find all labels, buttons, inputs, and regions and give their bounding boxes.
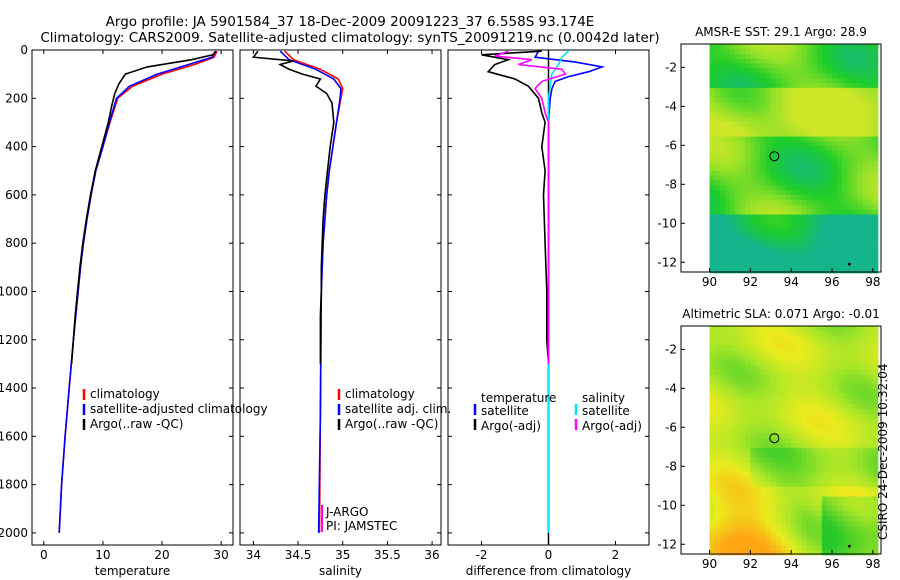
temperature-xtick-label: 0: [40, 548, 48, 562]
salinity-xtick-label: 36: [424, 548, 439, 562]
salinity-axes-frame: [239, 49, 442, 546]
temperature-axes-frame: [31, 49, 234, 546]
sst_map-ytick-label: -6: [665, 138, 677, 152]
temperature-xtick-label: 30: [214, 548, 229, 562]
sla_map-ytick-label: -6: [665, 420, 677, 434]
sla_map-ytick-label: -2: [665, 342, 677, 356]
temperature-legend-label: climatology: [90, 387, 160, 401]
salinity-legend-label: climatology: [345, 387, 415, 401]
salinity-xtick-label: 35.5: [374, 548, 401, 562]
sst_map-ytick-label: -2: [665, 60, 677, 74]
timestamp-stamp: CSIRO 24-Dec-2009 10:32:04: [876, 363, 890, 540]
difference-series-1: [481, 50, 550, 364]
temperature-series-0: [58, 50, 218, 533]
sst_map-xtick-label: 90: [702, 275, 717, 289]
sst_map-ytick-label: -12: [657, 255, 677, 269]
salinity-xtick-label: 34: [246, 548, 261, 562]
difference-legend-label: Argo(-adj): [582, 419, 642, 433]
sst_map-xtick-label: 94: [784, 275, 799, 289]
sst_map-ytick-label: -4: [665, 99, 677, 113]
sla_map-ytick-label: -10: [657, 498, 677, 512]
salinity-series-2: [251, 50, 335, 364]
salinity-legend-label: Argo(..raw -QC): [345, 417, 438, 431]
salinity-series-1: [279, 50, 342, 533]
sst_map-ytick-label: -10: [657, 216, 677, 230]
salinity-annotation-pi: PI: JAMSTEC: [326, 519, 397, 533]
sst_map-xtick-label: 98: [865, 275, 880, 289]
temperature-series-1: [58, 50, 217, 533]
temperature-legend-label: Argo(..raw -QC): [90, 417, 183, 431]
salinity-annotation-jargo: J-ARGO: [325, 505, 368, 519]
temperature-xtick-label: 20: [154, 548, 169, 562]
sla_map-ytick-label: -4: [665, 381, 677, 395]
figure-title-line1: Argo profile: JA 5901584_37 18-Dec-2009 …: [105, 14, 595, 30]
temperature-series-2: [70, 50, 217, 364]
sla_map-xtick-label: 90: [702, 557, 717, 571]
sst_map-xtick-label: 92: [743, 275, 758, 289]
temperature-ytick-label: 400: [5, 140, 28, 154]
salinity-xtick-label: 35: [335, 548, 350, 562]
sla_map-xtick-label: 98: [865, 557, 880, 571]
temperature-ytick-label: 1200: [0, 333, 28, 347]
temperature-ytick-label: 1000: [0, 284, 28, 298]
panel-difference: -2 0 2 difference from climatology temperatu…: [447, 49, 650, 578]
sla_map-argo-position-marker: [769, 433, 780, 444]
sla_map-title: Altimetric SLA: 0.071 Argo: -0.01: [682, 307, 879, 321]
temperature-xtick-label: 10: [95, 548, 110, 562]
sla_map-xtick-label: 96: [824, 557, 839, 571]
salinity-xlabel: salinity: [319, 564, 362, 578]
sla_map-axes-frame: [680, 325, 882, 555]
temperature-legend-label: satellite-adjusted climatology: [90, 402, 268, 416]
sla_map-ytick-label: -8: [665, 459, 677, 473]
figure-title-line2: Climatology: CARS2009. Satellite-adjuste…: [40, 30, 660, 46]
sla_map-ytick-label: -12: [657, 537, 677, 551]
sla_map-xtick-label: 94: [784, 557, 799, 571]
temperature-ytick-label: 200: [5, 91, 28, 105]
sla_map-heatmap-cells: [709, 326, 879, 556]
difference-legend-heading-temperature: temperature: [481, 391, 556, 405]
panel-salinity: 34 34.5 35 35.5 36 salinity climatologysatelli…: [239, 49, 451, 578]
temperature-xlabel: temperature: [95, 564, 170, 578]
difference-xlabel: difference from climatology: [466, 564, 632, 578]
temperature-ytick-label: 800: [5, 236, 28, 250]
temperature-ytick-label: 0: [20, 43, 28, 57]
difference-xtick-label: 2: [612, 548, 620, 562]
sst_map-argo-position-marker: [769, 151, 780, 162]
sst_map-title: AMSR-E SST: 29.1 Argo: 28.9: [695, 25, 867, 39]
sla_map-xtick-label: 92: [743, 557, 758, 571]
temperature-ytick-label: 600: [5, 188, 28, 202]
sst_map-station-dot: [847, 262, 851, 266]
sst_map-axes-frame: [680, 43, 882, 273]
difference-legend-heading-salinity: salinity: [582, 391, 625, 405]
panel-sla_map: 90 92 94 96 98 -2 -4 -6 -8 -10 -12 Altimetric SLA: …: [657, 307, 882, 571]
difference-legend-label: satellite: [582, 404, 630, 418]
temperature-ytick-label: 2000: [0, 526, 28, 540]
sst_map-xtick-label: 96: [824, 275, 839, 289]
panel-temperature: 0 10 20 30 0 200 400 600 800 1000 1200 1400 1600 1800…: [0, 43, 268, 578]
salinity-xtick-label: 34.5: [285, 548, 312, 562]
difference-xtick-label: -2: [476, 548, 488, 562]
temperature-ytick-label: 1600: [0, 429, 28, 443]
temperature-ytick-label: 1400: [0, 381, 28, 395]
salinity-legend-label: satellite adj. clim.: [345, 402, 451, 416]
difference-legend-label: satellite: [481, 404, 529, 418]
difference-legend-label: Argo(-adj): [481, 419, 541, 433]
difference-series-2: [547, 50, 570, 533]
sst_map-ytick-label: -8: [665, 177, 677, 191]
panel-sst_map: 90 92 94 96 98 -2 -4 -6 -8 -10 -12 AMSR-E SST: 29.1…: [657, 25, 882, 289]
difference-xtick-label: 0: [545, 548, 553, 562]
temperature-ytick-label: 1800: [0, 478, 28, 492]
sla_map-station-dot: [847, 544, 851, 548]
sst_map-heatmap-cells: [709, 44, 879, 274]
difference-series-3: [494, 50, 567, 364]
